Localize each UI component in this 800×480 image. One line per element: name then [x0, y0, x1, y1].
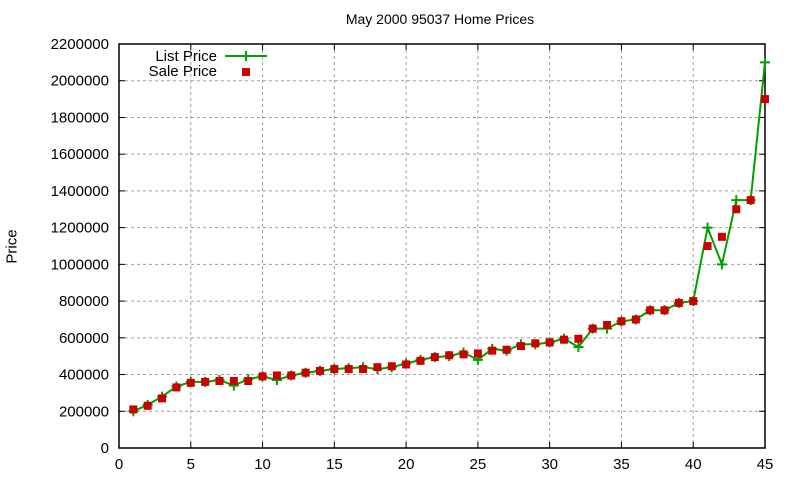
sale-price-point [516, 342, 525, 351]
sale-price-point [430, 353, 439, 362]
legend-label-sale-price: Sale Price [149, 63, 217, 80]
x-tick-label: 45 [757, 456, 774, 473]
y-tick-label: 2000000 [51, 73, 109, 90]
sale-price-point [531, 339, 540, 348]
y-tick-label: 800000 [59, 293, 109, 310]
sale-price-point [445, 351, 454, 360]
y-tick-label: 1000000 [51, 256, 109, 273]
list-price-point [702, 222, 713, 233]
sale-price-point [215, 376, 224, 385]
legend-marker-sale-price [242, 68, 250, 76]
sale-price-point [732, 205, 741, 214]
x-tick-label: 0 [115, 456, 123, 473]
y-tick-label: 1800000 [51, 109, 109, 126]
sale-price-point [703, 242, 712, 250]
x-tick-label: 15 [326, 456, 343, 473]
x-tick-label: 5 [187, 456, 195, 473]
legend-marker-list-price [241, 51, 251, 61]
sale-price-point [674, 298, 683, 307]
series-list-price [128, 57, 770, 417]
sale-price-point [689, 297, 698, 306]
sale-price-point [373, 363, 382, 372]
list-price-point [760, 57, 770, 68]
y-tick-label: 600000 [59, 330, 109, 347]
x-tick-label: 25 [470, 456, 487, 473]
sale-price-point [560, 335, 569, 344]
sale-price-point [717, 232, 726, 241]
sale-price-point [502, 345, 511, 354]
grid-lines [119, 44, 765, 448]
sale-price-point [746, 196, 755, 205]
x-axis-ticks: 0 5 10 15 20 25 30 35 40 45 [115, 44, 774, 473]
sale-price-point [244, 376, 253, 385]
sale-price-point [172, 383, 181, 392]
y-tick-label: 0 [101, 440, 109, 457]
list-price-point [731, 195, 742, 206]
chart-title: May 2000 95037 Home Prices [345, 11, 535, 27]
sale-price-point [631, 315, 640, 324]
x-tick-label: 40 [685, 456, 702, 473]
sale-price-point [588, 324, 597, 333]
sale-price-point [473, 349, 482, 358]
sale-price-point [301, 368, 310, 377]
sale-price-point [186, 378, 195, 387]
sale-price-point [603, 320, 612, 329]
sale-price-point [574, 334, 583, 343]
sale-price-point [488, 346, 497, 355]
sale-price-point [646, 306, 655, 315]
x-tick-label: 20 [398, 456, 415, 473]
sale-price-point [229, 376, 238, 385]
sale-price-point [287, 371, 296, 380]
sale-price-point [143, 401, 152, 410]
y-tick-label: 1200000 [51, 220, 109, 237]
sale-price-point [660, 306, 669, 315]
series-sale-price [129, 95, 769, 414]
sale-price-point [402, 360, 411, 369]
x-tick-label: 35 [613, 456, 630, 473]
sale-price-point [158, 394, 167, 403]
legend-label-list-price: List Price [155, 48, 217, 65]
sale-price-point [330, 365, 339, 374]
y-tick-label: 2200000 [51, 36, 109, 53]
sale-price-point [201, 377, 210, 386]
list-price-point [716, 259, 727, 270]
sale-price-point [387, 362, 396, 371]
plot-border [118, 43, 766, 449]
sale-price-point [617, 317, 626, 326]
x-tick-label: 10 [254, 456, 271, 473]
y-tick-label: 200000 [59, 403, 109, 420]
sale-price-point [129, 405, 138, 414]
y-tick-label: 1600000 [51, 146, 109, 163]
sale-price-point [761, 95, 769, 104]
sale-price-point [459, 350, 468, 359]
sale-price-point [416, 356, 425, 365]
y-tick-label: 1400000 [51, 183, 109, 200]
sale-price-point [359, 365, 368, 374]
sale-price-point [272, 371, 281, 380]
list-price-point [573, 342, 584, 352]
axes [118, 43, 766, 449]
sale-price-point [545, 338, 554, 347]
sale-price-point [315, 366, 324, 375]
y-tick-label: 400000 [59, 367, 109, 384]
sale-price-point [344, 365, 353, 374]
sale-price-point [258, 372, 267, 381]
x-tick-label: 30 [541, 456, 558, 473]
y-axis-ticks: 0 200000 400000 600000 800000 1000000 1200000 1… [51, 36, 765, 457]
